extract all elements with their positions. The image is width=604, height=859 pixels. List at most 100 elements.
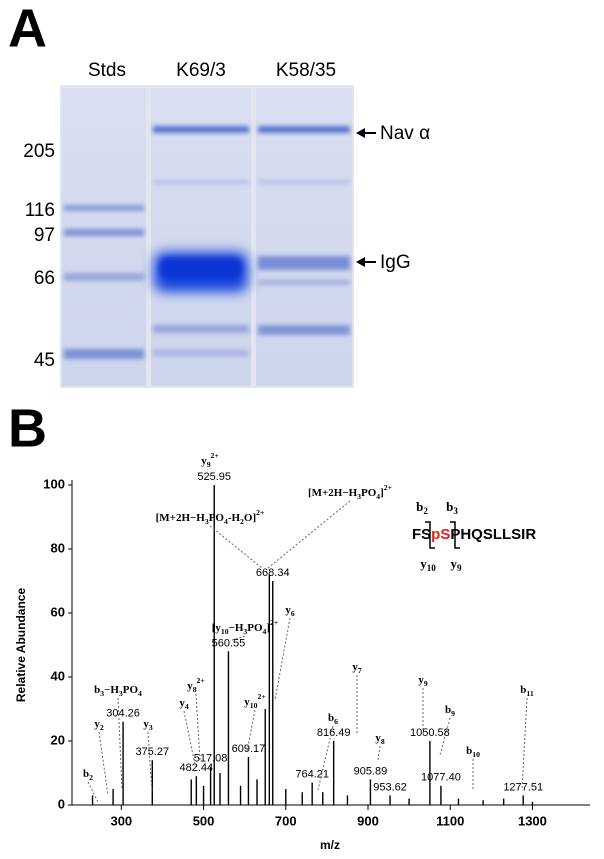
arrow (356, 128, 376, 267)
text-part: −H (104, 684, 119, 696)
text-part: b (328, 712, 334, 724)
x-tick-label: 300 (110, 813, 132, 828)
leader-line (246, 709, 256, 753)
x-axis-title: m/z (320, 838, 340, 852)
x-tick-label: 1100 (436, 813, 464, 828)
text-part: 2+ (270, 618, 278, 627)
text-part: b (520, 684, 526, 696)
text-part: PO (209, 512, 225, 524)
panel-label: A (8, 0, 47, 58)
sequence-part: FS (412, 526, 431, 543)
peak-label: 375.27 (135, 746, 169, 758)
text-part: PO (247, 622, 263, 634)
text-part: 2+ (384, 483, 392, 492)
text-part: PO (361, 487, 377, 499)
fragment-label: y10​ (420, 556, 436, 573)
y-tick-label: 100 (43, 476, 65, 491)
text-part: 3 (205, 517, 209, 526)
text-part: 4 (138, 689, 142, 698)
text-part: y (375, 732, 381, 744)
ion-label: y2​ (94, 718, 104, 732)
text-part: 2+ (211, 451, 219, 460)
ion-label: y8​2+​ (187, 676, 205, 694)
text-part: y (244, 696, 250, 708)
text-part: y (187, 680, 193, 692)
text-part: 3 (357, 492, 361, 501)
text-part: y (418, 674, 424, 686)
text-part: 9 (457, 563, 462, 573)
text-part: 9 (207, 460, 211, 469)
text-part: 3 (243, 627, 247, 636)
peak-label: 668.34 (256, 567, 290, 579)
text-part: [y (212, 622, 222, 634)
y-tick-label: 0 (58, 796, 65, 811)
text-part: b (466, 745, 472, 757)
text-part: 10 (427, 563, 437, 573)
text-part: 2 (240, 517, 244, 526)
text-part: b (83, 768, 89, 780)
text-part: 9 (424, 679, 428, 688)
leader-line (98, 731, 109, 796)
text-part: y (179, 697, 185, 709)
band-annotation: Nav α (380, 123, 430, 144)
leader-line (195, 693, 201, 761)
band-annotation: IgG (380, 252, 411, 273)
peak-label: 525.95 (197, 471, 231, 483)
text-part: −H (229, 622, 244, 634)
marker-label: 205 (23, 141, 55, 162)
ion-label: b11​ (520, 684, 534, 698)
lane-label: K58/35 (276, 60, 336, 81)
text-part: 2+ (256, 508, 264, 517)
ion-label: [M+2H−H3​PO4​-H2​O]2+​ (156, 508, 265, 526)
text-part: O] (244, 512, 256, 524)
text-part: 2 (423, 506, 428, 516)
peak-label: 304.26 (106, 708, 140, 720)
text-part: ] (380, 487, 384, 499)
fragment-label: y9​ (450, 556, 462, 573)
text-part: b (446, 499, 453, 514)
text-part: y (285, 604, 291, 616)
ion-label: y10​2+​ (244, 692, 265, 710)
text-part: 3 (149, 723, 153, 732)
ion-label: b6​ (328, 712, 338, 726)
gel-lane (151, 88, 251, 386)
peak-label: 1277.51 (503, 781, 543, 793)
text-part: 10 (472, 750, 480, 759)
lane-label: K69/3 (176, 60, 226, 81)
ion-label: y8​ (375, 732, 385, 746)
y-tick-label: 80 (51, 540, 65, 555)
x-tick-label: 500 (193, 813, 215, 828)
text-part: b (94, 684, 100, 696)
ion-label: [M+2H−H3​PO4​]2+​ (308, 483, 392, 501)
text-part: 2 (89, 773, 93, 782)
fragment-label: b2​ (416, 499, 428, 516)
ion-label: b2​ (83, 768, 93, 782)
leader-line (274, 617, 291, 701)
text-part: 7 (358, 666, 362, 675)
ion-label: b10​ (466, 745, 480, 759)
text-part: 3 (453, 506, 458, 516)
text-part: 9 (451, 709, 455, 718)
ion-label: [y10​−H3​PO4​]2+​ (212, 618, 279, 636)
text-part: 8 (193, 685, 197, 694)
ion-label: y6​ (285, 604, 295, 618)
text-part: y (201, 455, 207, 467)
text-part: 3 (100, 689, 104, 698)
text-part: y (420, 556, 427, 571)
panel-label: B (8, 398, 47, 458)
peak-label: 482.44 (180, 762, 214, 774)
text-part: 2 (100, 723, 104, 732)
peak-label: 816.49 (317, 727, 351, 739)
text-part: 6 (334, 717, 338, 726)
peak-label: 1050.58 (410, 727, 450, 739)
sequence-part: PHQSLLSIR (450, 526, 536, 543)
text-part: y (143, 718, 149, 730)
ion-label: y4​ (179, 697, 189, 711)
text-part: b (445, 704, 451, 716)
x-tick-label: 700 (275, 813, 297, 828)
peak-label: 764.21 (295, 769, 329, 781)
text-part: [M+2H−H (156, 512, 206, 524)
text-part: 2+ (257, 692, 265, 701)
cleavage-bracket (425, 521, 435, 549)
